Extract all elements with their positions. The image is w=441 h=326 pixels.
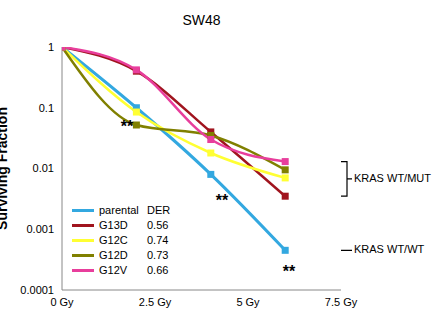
svg-text:2.5 Gy: 2.5 Gy — [139, 296, 172, 308]
html-text:DER: DER — [147, 204, 171, 216]
svg-text:KRAS WT/MUT: KRAS WT/MUT — [354, 172, 431, 184]
svg-text:0 Gy: 0 Gy — [50, 296, 74, 308]
svg-text:1: 1 — [48, 41, 54, 53]
html-text:G12V: G12V — [99, 264, 128, 276]
html-text:G12D: G12D — [99, 249, 128, 261]
html-text:parental: parental — [99, 204, 139, 216]
svg-text:0.01: 0.01 — [33, 162, 54, 174]
svg-text:**: ** — [283, 263, 296, 280]
svg-text:0.1: 0.1 — [39, 102, 54, 114]
svg-text:**: ** — [121, 118, 134, 135]
svg-text:5 Gy: 5 Gy — [236, 296, 260, 308]
svg-text:0.001: 0.001 — [26, 223, 54, 235]
html-text:0.74: 0.74 — [147, 234, 169, 246]
html-text:G13D: G13D — [99, 219, 128, 231]
html-text:G12C: G12C — [99, 234, 128, 246]
svg-text:**: ** — [216, 192, 229, 209]
html-text:SW48: SW48 — [182, 12, 221, 28]
svg-text:7.5 Gy: 7.5 Gy — [325, 296, 358, 308]
svg-text:KRAS WT/WT: KRAS WT/WT — [354, 243, 425, 255]
svg-text:Surviving Fraction: Surviving Fraction — [8, 107, 10, 230]
html-text:0.73: 0.73 — [147, 249, 169, 261]
html-text:0.66: 0.66 — [147, 264, 169, 276]
html-text:0.56: 0.56 — [147, 219, 169, 231]
svg-text:0.0001: 0.0001 — [20, 284, 54, 296]
